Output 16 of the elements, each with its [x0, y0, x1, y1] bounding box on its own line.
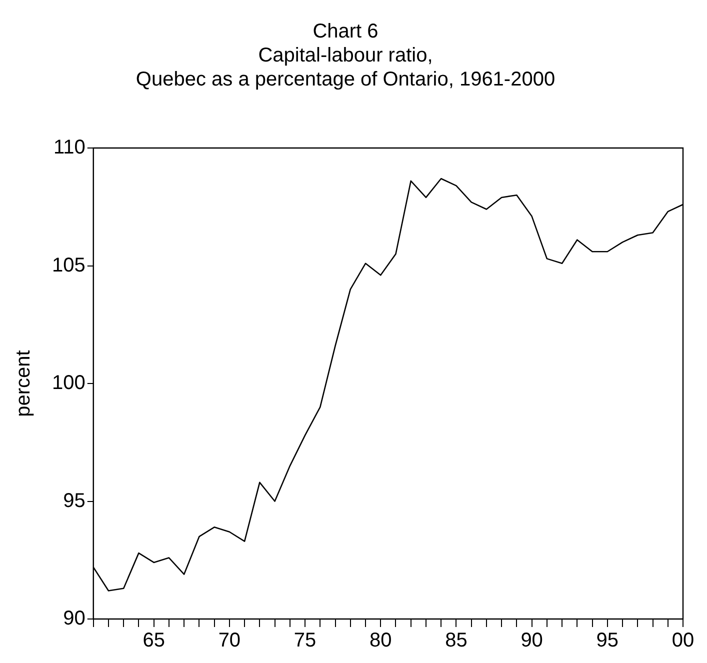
y-tick-label: 90 — [63, 608, 86, 630]
x-tick-label: 90 — [520, 630, 543, 652]
x-tick-label: 70 — [218, 630, 241, 652]
chart-subtitle: Capital-labour ratio, Quebec as a percentage of Ontario, 1961-2000 — [136, 44, 556, 91]
y-tick-label: 105 — [52, 254, 86, 276]
x-tick-label: 85 — [445, 630, 468, 652]
x-tick-label: 65 — [142, 630, 165, 652]
x-tick-label: 00 — [672, 630, 694, 652]
x-tick-label: 80 — [370, 630, 392, 652]
y-tick-label: 110 — [53, 136, 86, 159]
x-tick-label: 95 — [596, 630, 619, 652]
x-tick-label: 75 — [294, 630, 316, 652]
y-axis-title: percent — [12, 350, 35, 417]
y-tick-label: 95 — [63, 490, 86, 512]
y-tick-label: 100 — [52, 372, 86, 394]
chart-title: Chart 6 — [312, 20, 378, 43]
